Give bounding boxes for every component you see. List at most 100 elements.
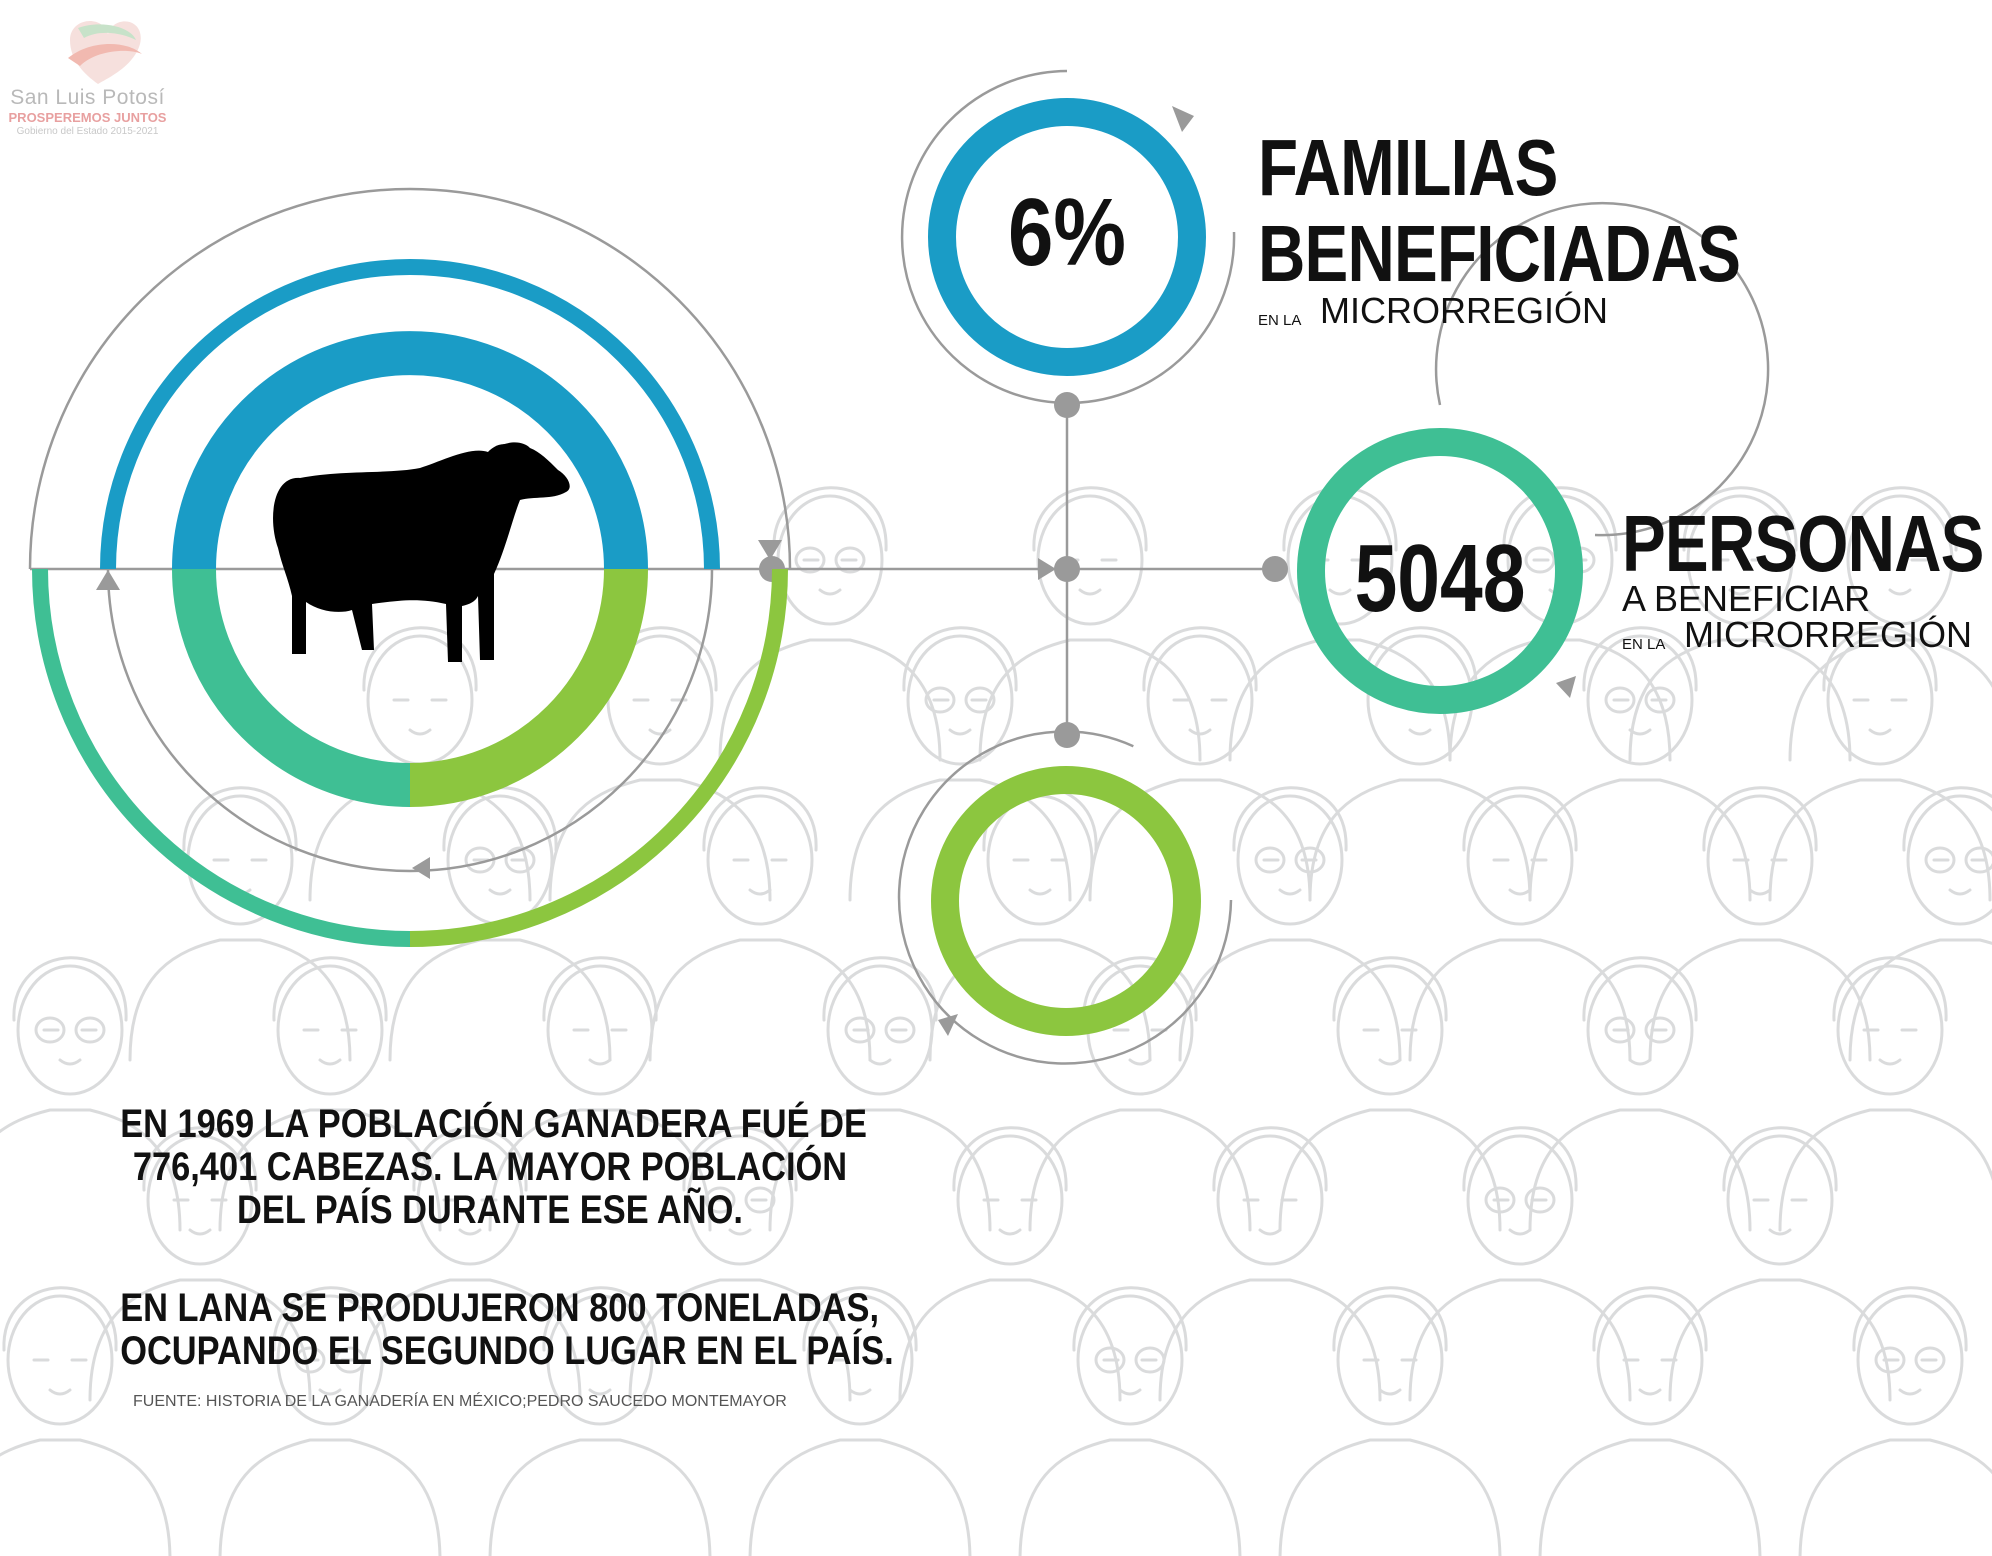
- person-body: [1538, 1438, 1762, 1556]
- person-hair: [1682, 486, 1798, 552]
- person-face: [1852, 698, 1908, 736]
- person-body: [88, 1278, 312, 1402]
- person-face: [1882, 1358, 1938, 1396]
- person-face: [982, 1198, 1038, 1236]
- person-head: [1836, 964, 1944, 1096]
- person-glasses: [844, 1016, 916, 1044]
- person-glasses: [1604, 686, 1676, 714]
- person-hair: [1822, 626, 1938, 692]
- person-face: [302, 1028, 358, 1066]
- person-head: [1906, 794, 1992, 926]
- person-head: [1146, 634, 1254, 766]
- person-body: [1158, 1278, 1382, 1402]
- person-face: [1492, 858, 1548, 896]
- people-ring: [1297, 201, 1770, 714]
- people-title: PERSONAS: [1622, 499, 1984, 588]
- person-body: [1018, 1438, 1242, 1556]
- person-face: [32, 1358, 88, 1396]
- person-head: [686, 1134, 794, 1266]
- person-face: [1612, 1028, 1668, 1066]
- person-face: [852, 1028, 908, 1066]
- person-body: [1028, 1108, 1252, 1232]
- person-face: [632, 698, 688, 736]
- fact-paragraph-2: EN LANA SE PRODUJERON 800 TONELADAS, OCU…: [120, 1286, 894, 1373]
- person-head: [6, 1294, 114, 1426]
- person-hair: [1592, 1286, 1708, 1352]
- person-body: [1088, 778, 1312, 902]
- person-hair: [1502, 486, 1618, 552]
- person-head: [546, 964, 654, 1096]
- person-body: [1628, 638, 1852, 762]
- person-face: [1102, 1358, 1158, 1396]
- fact-paragraph-1: EN 1969 LA POBLACIÓN GANADERA FUÉ DE 776…: [120, 1102, 867, 1232]
- families-prefix: EN LA: [1258, 312, 1302, 329]
- person-face: [832, 1358, 888, 1396]
- person-hair: [142, 1126, 258, 1192]
- fact-1-line-1: EN 1969 LA POBLACIÓN GANADERA FUÉ DE: [120, 1102, 867, 1146]
- person-hair: [1032, 486, 1148, 552]
- fact-2-line-1: EN LANA SE PRODUJERON 800 TONELADAS,: [120, 1286, 880, 1330]
- people-value: 5048: [1354, 525, 1526, 632]
- person-hair: [1722, 1126, 1838, 1192]
- person-hair: [702, 786, 818, 852]
- person-glasses: [1604, 1016, 1676, 1044]
- fact-2-line-2: OCUPANDO EL SEGUNDO LUGAR EN EL PAÍS.: [120, 1329, 894, 1373]
- person-face: [442, 1198, 498, 1236]
- person-face: [1242, 1198, 1298, 1236]
- person-head: [1336, 964, 1444, 1096]
- person-body: [1778, 1108, 1992, 1232]
- families-ring: [900, 69, 1236, 405]
- person-body: [848, 778, 1072, 902]
- person-head: [16, 964, 124, 1096]
- person-hair: [1072, 1286, 1188, 1352]
- fact-1-line-2: 776,401 CABEZAS. LA MAYOR POBLACIÓN: [132, 1145, 848, 1189]
- person-face: [1262, 858, 1318, 896]
- person-body: [0, 1438, 172, 1556]
- person-body: [1528, 778, 1752, 902]
- person-head: [1586, 634, 1694, 766]
- person-face: [1362, 1028, 1418, 1066]
- families-value: 6%: [1008, 179, 1126, 286]
- person-head: [1076, 1294, 1184, 1426]
- connector-nodes: [759, 392, 1288, 748]
- person-head: [1466, 794, 1574, 926]
- person-hair: [1842, 486, 1958, 552]
- person-face: [302, 1358, 358, 1396]
- person-face: [1362, 1358, 1418, 1396]
- person-head: [1586, 964, 1694, 1096]
- person-body: [748, 1438, 972, 1556]
- person-glasses: [1254, 846, 1326, 874]
- person-face: [1612, 698, 1668, 736]
- person-head: [1466, 1134, 1574, 1266]
- person-body: [0, 1108, 182, 1232]
- person-head: [806, 1294, 914, 1426]
- person-hair: [272, 956, 388, 1022]
- people-region: MICRORREGIÓN: [1684, 614, 1972, 655]
- person-body: [1768, 778, 1992, 902]
- person-glasses: [924, 686, 996, 714]
- person-head: [1846, 494, 1954, 626]
- person-glasses: [1924, 846, 1992, 874]
- person-body: [1648, 938, 1872, 1062]
- person-hair: [682, 1126, 798, 1192]
- person-head: [906, 634, 1014, 766]
- person-face: [1752, 1198, 1808, 1236]
- person-hair: [12, 956, 128, 1022]
- person-face: [802, 558, 858, 596]
- person-head: [1826, 634, 1934, 766]
- person-glasses: [34, 1016, 106, 1044]
- person-hair: [1582, 626, 1698, 692]
- person-head: [416, 1134, 524, 1266]
- person-hair: [362, 626, 478, 692]
- person-head: [706, 794, 814, 926]
- logo-subtitle: Gobierno del Estado 2015-2021: [16, 126, 159, 137]
- person-face: [1012, 858, 1068, 896]
- person-body: [1668, 1278, 1892, 1402]
- person-face: [42, 1028, 98, 1066]
- person-hair: [182, 786, 298, 852]
- person-body: [218, 1438, 442, 1556]
